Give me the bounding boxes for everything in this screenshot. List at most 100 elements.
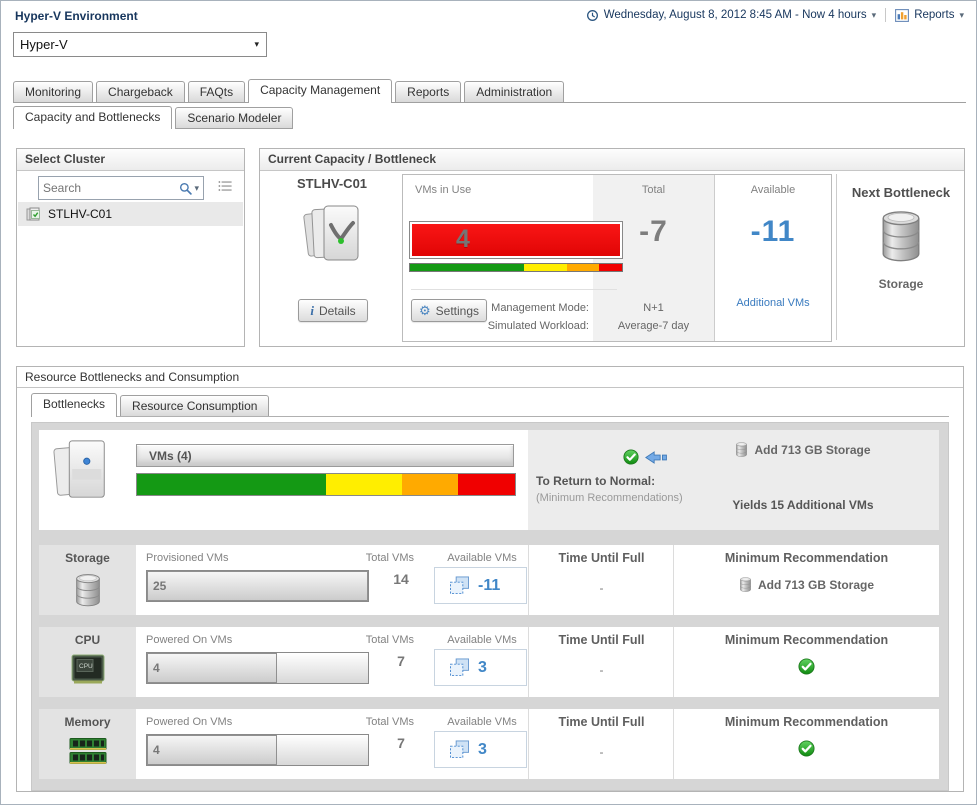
row-label-cell: Memory: [39, 709, 136, 779]
list-menu-icon[interactable]: [218, 180, 232, 195]
chevron-down-icon[interactable]: ▾: [959, 9, 964, 20]
cluster-stack-icon: [300, 201, 364, 265]
metric-bar: 4: [146, 734, 369, 766]
sub-tab-bar: Capacity and Bottlenecks Scenario Modele…: [13, 106, 294, 129]
vms-in-use-value: 4: [456, 225, 470, 253]
reports-menu[interactable]: Reports: [914, 9, 955, 21]
simulated-workload-label: Simulated Workload:: [487, 320, 589, 332]
management-mode-value: N+1: [643, 302, 664, 314]
total-vms-value: 7: [397, 653, 405, 669]
minimum-recommendation-cell: Minimum Recommendation: [673, 627, 939, 697]
time-until-full-value: -: [599, 745, 604, 759]
summary-row: VMs (4) To Return to Normal: (Minimum Re…: [39, 430, 939, 530]
recommendation-value: [674, 740, 939, 757]
chart-icon: [895, 9, 909, 22]
divider: [836, 174, 837, 340]
summary-recommendation: Add 713 GB Storage: [673, 442, 933, 457]
return-to-normal-label: To Return to Normal:: [536, 474, 656, 488]
tab-monitoring[interactable]: Monitoring: [13, 81, 94, 102]
cluster-name: STLHV-C01: [48, 207, 113, 221]
ok-check-icon: [623, 449, 639, 465]
resource-bottlenecks-panel: Resource Bottlenecks and Consumption Bot…: [16, 366, 964, 792]
available-label: Available: [750, 184, 796, 196]
row-name: Storage: [65, 551, 110, 565]
summary-yields: Yields 15 Additional VMs: [732, 498, 874, 512]
add-vm-icon: [449, 576, 470, 595]
tab-bottlenecks[interactable]: Bottlenecks: [31, 393, 118, 417]
row-label-cell: Storage: [39, 545, 136, 615]
tab-reports[interactable]: Reports: [395, 81, 462, 102]
threshold-orange: [401, 474, 459, 495]
chevron-down-icon[interactable]: ▾: [871, 9, 877, 20]
cluster-list-item[interactable]: STLHV-C01: [18, 202, 243, 226]
total-vms-label: Total VMs: [365, 552, 414, 564]
search-icon[interactable]: [179, 182, 192, 195]
metric-label: Powered On VMs: [146, 716, 233, 728]
tab-administration[interactable]: Administration: [464, 81, 565, 102]
time-until-full-cell: Time Until Full -: [528, 709, 674, 779]
available-vms-value: -11: [478, 576, 501, 594]
current-capacity-panel: Current Capacity / Bottleneck STLHV-C01 …: [259, 148, 965, 347]
storage-icon: [735, 442, 748, 457]
row-name: CPU: [74, 633, 101, 647]
tab-capacity-management[interactable]: Capacity Management: [248, 79, 393, 103]
tab-capacity-and-bottlenecks[interactable]: Capacity and Bottlenecks: [13, 106, 173, 129]
return-to-normal-section: To Return to Normal: (Minimum Recommenda…: [528, 430, 939, 530]
minimum-recommendation-cell: Minimum Recommendation Add 713 GB Storag…: [673, 545, 939, 615]
tab-faqts[interactable]: FAQts: [187, 81, 246, 102]
ok-check-icon: [798, 658, 815, 675]
available-vms-cell[interactable]: 3: [434, 731, 527, 768]
bottlenecks-content: VMs (4) To Return to Normal: (Minimum Re…: [31, 422, 949, 791]
available-value: -11: [750, 215, 796, 248]
select-cluster-panel: Select Cluster ▾ STLHV-C01: [16, 148, 245, 347]
metric-bar-fill: [147, 653, 278, 683]
capacity-gauge-box: Available -11 Additional VMs VMs in Use …: [402, 174, 832, 342]
metric-value: 4: [153, 743, 160, 757]
next-bottleneck-value: Storage: [878, 277, 924, 291]
settings-button[interactable]: ⚙ Settings: [411, 299, 487, 322]
cpu-row: CPU Powered On VMs 4 Total VMs 7 Availab…: [39, 627, 939, 697]
total-value: -7: [639, 215, 668, 248]
metric-bar-fill: [147, 571, 368, 601]
vms-in-use-gauge: 4: [409, 221, 623, 259]
tab-scenario-modeler[interactable]: Scenario Modeler: [175, 107, 294, 129]
total-vms-label: Total VMs: [365, 634, 414, 646]
vm-stack-icon: [47, 436, 111, 504]
additional-vms-link[interactable]: Additional VMs: [736, 297, 810, 309]
available-vms-label: Available VMs: [447, 634, 517, 646]
tab-chargeback[interactable]: Chargeback: [96, 81, 185, 102]
storage-icon: [739, 577, 752, 592]
divider: [885, 8, 887, 22]
next-bottleneck-section: Next Bottleneck Storage: [840, 174, 962, 340]
minimum-recommendation-cell: Minimum Recommendation: [673, 709, 939, 779]
select-cluster-title: Select Cluster: [17, 149, 244, 171]
add-vm-icon: [449, 658, 470, 677]
row-label-cell: CPU: [39, 627, 136, 697]
environment-select[interactable]: Hyper-V ▾: [13, 32, 267, 57]
metric-label: Powered On VMs: [146, 634, 233, 646]
time-range-selector[interactable]: Wednesday, August 8, 2012 8:45 AM - Now …: [603, 9, 867, 21]
header-toolbar: Wednesday, August 8, 2012 8:45 AM - Now …: [586, 8, 964, 22]
memory-icon: [67, 737, 109, 767]
threshold-red: [458, 474, 515, 495]
vms-in-use-label: VMs in Use: [415, 184, 472, 196]
time-until-full-cell: Time Until Full -: [528, 545, 674, 615]
cpu-icon: [70, 653, 106, 685]
tab-resource-consumption[interactable]: Resource Consumption: [120, 395, 270, 416]
search-input[interactable]: [39, 181, 180, 195]
search-options-caret-icon[interactable]: ▾: [194, 182, 199, 193]
total-vms-value: 14: [393, 571, 409, 587]
available-vms-cell[interactable]: 3: [434, 649, 527, 686]
available-vms-value: 3: [478, 740, 487, 758]
recommendation-icons: [623, 449, 668, 465]
clock-icon: [586, 9, 599, 22]
page-title: Hyper-V Environment: [15, 9, 138, 23]
metric-bar-fill: [147, 735, 278, 765]
available-vms-cell[interactable]: -11: [434, 567, 527, 604]
available-vms-value: 3: [478, 658, 487, 676]
environment-select-value: Hyper-V: [20, 37, 68, 52]
details-button[interactable]: i Details: [298, 299, 368, 322]
threshold-yellow: [524, 264, 567, 271]
capacity-threshold-bar: [409, 263, 623, 272]
